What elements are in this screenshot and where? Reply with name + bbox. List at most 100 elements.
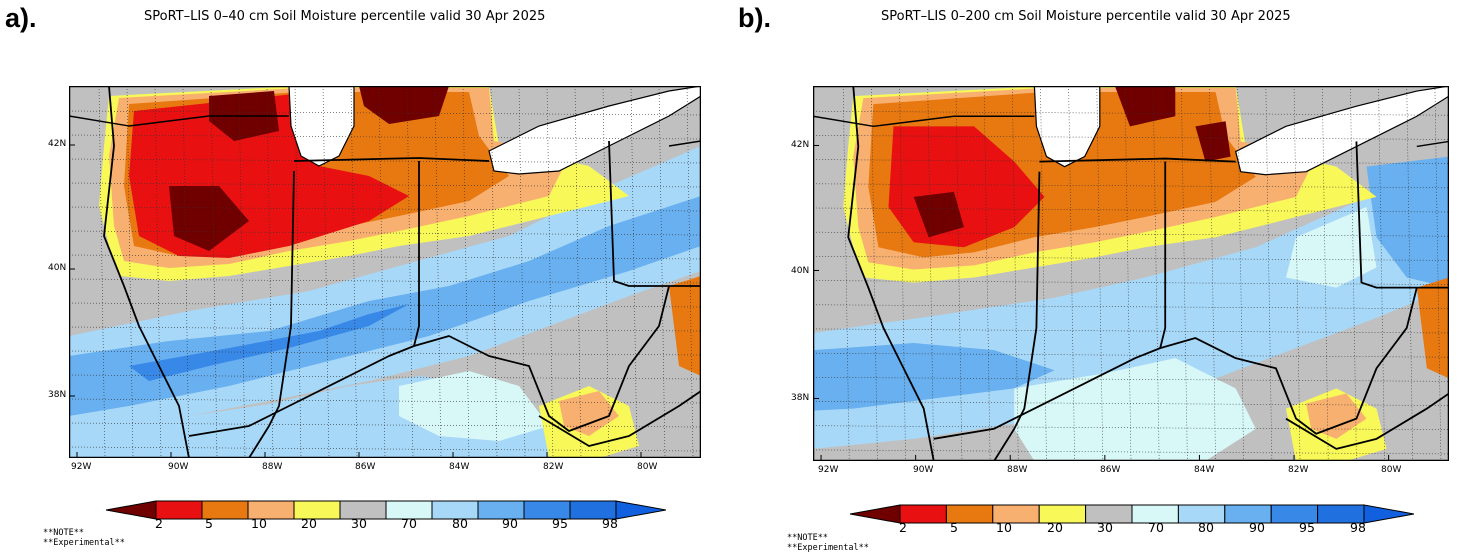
colorbar-label: 80	[452, 516, 468, 531]
colorbar	[106, 500, 666, 520]
county-line	[813, 377, 1449, 382]
state-border	[188, 285, 670, 437]
map-layers	[813, 86, 1449, 461]
county-line	[69, 158, 701, 164]
county-line	[813, 231, 1449, 237]
county-line	[813, 110, 1449, 116]
experimental-label: **Experimental**	[43, 538, 125, 548]
colorbar	[850, 504, 1414, 524]
county-line	[899, 86, 906, 461]
county-line	[350, 86, 358, 458]
lat-label: 42N	[791, 140, 810, 150]
county-line	[1096, 86, 1104, 461]
county-line	[69, 230, 701, 236]
county-line	[630, 86, 638, 458]
soil-moisture-map	[69, 86, 701, 458]
colorbar-label: 5	[950, 520, 958, 535]
lon-label: 86W	[355, 462, 376, 472]
county-line	[813, 401, 1449, 406]
county-line	[1406, 86, 1414, 461]
panel-a: a). SPoRT–LIS 0–40 cm Soil Moisture perc…	[5, 3, 701, 548]
state-border	[993, 171, 1041, 461]
county-line	[69, 374, 701, 380]
lon-label: 92W	[818, 465, 839, 475]
county-line	[1040, 86, 1047, 461]
county-line	[927, 86, 935, 461]
county-line	[813, 207, 1449, 213]
state-border	[1416, 140, 1449, 148]
county-line	[871, 86, 878, 461]
dry-region	[1114, 86, 1176, 127]
county-line	[69, 254, 701, 260]
county-line	[69, 446, 701, 452]
colorbar-label: 20	[301, 516, 317, 531]
county-line	[406, 86, 414, 458]
county-line	[69, 350, 701, 356]
state-border	[103, 86, 190, 458]
lon-label: 90W	[168, 462, 189, 472]
state-border	[668, 140, 701, 147]
county-line	[490, 86, 498, 458]
colorbar-label: 20	[1047, 520, 1063, 535]
lake-erie	[1234, 86, 1449, 176]
county-line	[1011, 86, 1019, 461]
county-line	[955, 86, 963, 461]
county-line	[1068, 86, 1075, 461]
colorbar-label: 2	[899, 520, 907, 535]
lon-label: 82W	[543, 462, 564, 472]
wet-region	[129, 304, 409, 381]
county-line	[1152, 86, 1160, 461]
state-border	[248, 170, 295, 458]
wet-region	[1285, 206, 1377, 288]
state-border	[413, 161, 420, 347]
county-line	[813, 135, 1449, 140]
state-border	[538, 390, 701, 447]
wet-region	[1366, 156, 1449, 288]
county-line	[1321, 86, 1329, 461]
colorbar-label: 10	[996, 520, 1012, 535]
county-line	[813, 304, 1449, 310]
county-line	[602, 86, 610, 458]
lon-label: 88W	[262, 462, 283, 472]
state-border	[1285, 392, 1449, 450]
county-line	[126, 86, 134, 458]
county-line	[69, 278, 701, 284]
state-border	[69, 115, 289, 127]
panel-b: b). SPoRT–LIS 0–200 cm Soil Moisture per…	[731, 0, 1462, 557]
county-line	[813, 352, 1449, 358]
map-frame	[813, 86, 1449, 461]
county-line	[69, 422, 701, 428]
colorbar-label: 30	[1097, 520, 1113, 535]
county-line	[813, 183, 1449, 189]
colorbar-label: 5	[205, 516, 213, 531]
county-line	[813, 328, 1449, 334]
county-line	[69, 398, 701, 404]
county-line	[378, 86, 386, 458]
dry-region	[1416, 277, 1449, 379]
lake-erie	[488, 86, 701, 175]
panel-title: SPoRT–LIS 0–200 cm Soil Moisture percent…	[881, 9, 1291, 24]
lat-label: 40N	[791, 266, 810, 276]
dry-region	[559, 391, 619, 436]
county-line	[69, 110, 701, 116]
colorbar-above-triangle	[615, 500, 666, 520]
colorbar-label: 98	[1350, 520, 1366, 535]
county-line	[983, 86, 991, 461]
colorbar-label: 80	[1198, 520, 1214, 535]
lon-label: 82W	[1288, 465, 1309, 475]
state-border	[608, 140, 701, 287]
colorbar-label: 70	[1148, 520, 1164, 535]
state-border	[293, 157, 490, 162]
panel-letter: a).	[5, 3, 37, 33]
state-border	[1355, 141, 1449, 289]
county-line	[462, 86, 470, 458]
colorbar-below-triangle	[106, 500, 157, 520]
colorbar-label: 10	[251, 516, 267, 531]
wet-region	[399, 371, 549, 441]
county-line	[266, 86, 274, 458]
dry-region	[1306, 393, 1367, 439]
county-line	[1181, 86, 1188, 461]
state-border	[933, 287, 1418, 440]
colorbar-label: 95	[552, 516, 568, 531]
county-line	[1209, 86, 1216, 461]
